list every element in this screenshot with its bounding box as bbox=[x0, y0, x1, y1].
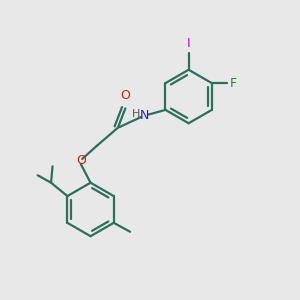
Text: O: O bbox=[120, 89, 130, 102]
Text: I: I bbox=[187, 38, 190, 50]
Text: F: F bbox=[230, 76, 237, 90]
Text: N: N bbox=[140, 109, 149, 122]
Text: O: O bbox=[76, 154, 86, 167]
Text: H: H bbox=[132, 109, 140, 119]
